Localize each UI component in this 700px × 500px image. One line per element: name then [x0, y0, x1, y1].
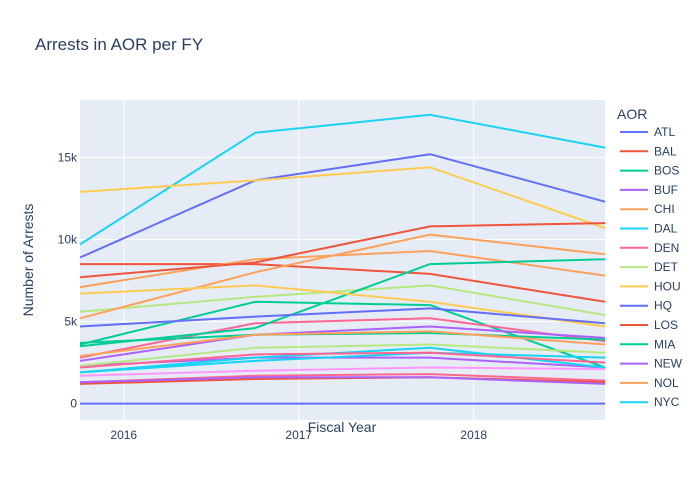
series-line-atl[interactable]: [79, 153, 606, 259]
series-line-chi[interactable]: [79, 250, 606, 289]
x-tick-label: 2016: [110, 428, 137, 442]
legend-item-hou[interactable]: HOU: [620, 279, 681, 293]
legend-item-bos[interactable]: BOS: [620, 164, 679, 178]
series-line-26[interactable]: [79, 366, 606, 377]
plot-background: [80, 100, 605, 420]
legend-item-bal[interactable]: BAL: [620, 144, 677, 158]
legend-item-den[interactable]: DEN: [620, 241, 679, 255]
legend-label: NOL: [654, 376, 679, 390]
series-line-mia[interactable]: [79, 258, 606, 348]
legend-label: HOU: [654, 279, 681, 293]
legend-label: NEW: [654, 357, 683, 371]
y-tick-label: 5k: [64, 315, 78, 329]
series-line-23[interactable]: [79, 330, 606, 357]
legend-label: BAL: [654, 144, 677, 158]
series-line-nol[interactable]: [79, 233, 606, 320]
legend-item-buf[interactable]: BUF: [620, 183, 678, 197]
series-line-det[interactable]: [79, 284, 606, 316]
y-tick-label: 15k: [58, 150, 78, 164]
legend-item-det[interactable]: DET: [620, 260, 679, 274]
series-lines: [79, 113, 606, 405]
y-tick-label: 10k: [58, 232, 78, 246]
legend-label: ATL: [654, 125, 675, 139]
legend-label: MIA: [654, 337, 675, 351]
series-line-hou[interactable]: [79, 166, 606, 229]
series-line-los[interactable]: [79, 222, 606, 279]
legend-title: AOR: [617, 106, 647, 122]
legend-item-mia[interactable]: MIA: [620, 337, 675, 351]
y-tick-label: 0: [70, 397, 77, 411]
series-line-19[interactable]: [79, 307, 606, 328]
legend-label: LOS: [654, 318, 678, 332]
legend-label: BOS: [654, 164, 679, 178]
y-axis-title: Number of Arrests: [20, 204, 36, 317]
legend-label: DAL: [654, 222, 678, 236]
legend-label: DEN: [654, 241, 679, 255]
legend-item-chi[interactable]: CHI: [620, 202, 675, 216]
series-line-18[interactable]: [79, 284, 606, 328]
series-line-22[interactable]: [79, 376, 606, 385]
x-axis-title: Fiscal Year: [308, 419, 377, 435]
legend-item-nyc[interactable]: NYC: [620, 395, 680, 409]
y-axis-ticks: 0 5k 10k 15k: [58, 150, 78, 410]
series-line-25[interactable]: [79, 351, 606, 369]
series-line-17[interactable]: [79, 343, 606, 367]
legend-label: BUF: [654, 183, 678, 197]
legend-item-los[interactable]: LOS: [620, 318, 678, 332]
series-line-dal[interactable]: [79, 113, 606, 246]
legend-item-dal[interactable]: DAL: [620, 222, 678, 236]
series-line-new[interactable]: [79, 325, 606, 362]
legend-label: CHI: [654, 202, 675, 216]
chart-title: Arrests in AOR per FY: [35, 35, 203, 54]
legend-item-new[interactable]: NEW: [620, 357, 683, 371]
x-tick-label: 2017: [285, 428, 312, 442]
legend-label: DET: [654, 260, 679, 274]
legend-label: NYC: [654, 395, 680, 409]
legend-item-hq[interactable]: HQ: [620, 299, 672, 313]
series-line-24[interactable]: [79, 351, 606, 374]
legend[interactable]: AOR ATL BAL BOS BUF CHI DAL DEN DET HOU HQ LOS MIA N…: [617, 106, 683, 409]
legend-item-nol[interactable]: NOL: [620, 376, 679, 390]
series-line-den[interactable]: [79, 317, 606, 359]
x-tick-label: 2018: [460, 428, 487, 442]
x-axis-ticks: 2016 2017 2018: [110, 428, 487, 442]
series-line-bal[interactable]: [80, 263, 606, 303]
legend-item-atl[interactable]: ATL: [620, 125, 675, 139]
legend-label: HQ: [654, 299, 672, 313]
